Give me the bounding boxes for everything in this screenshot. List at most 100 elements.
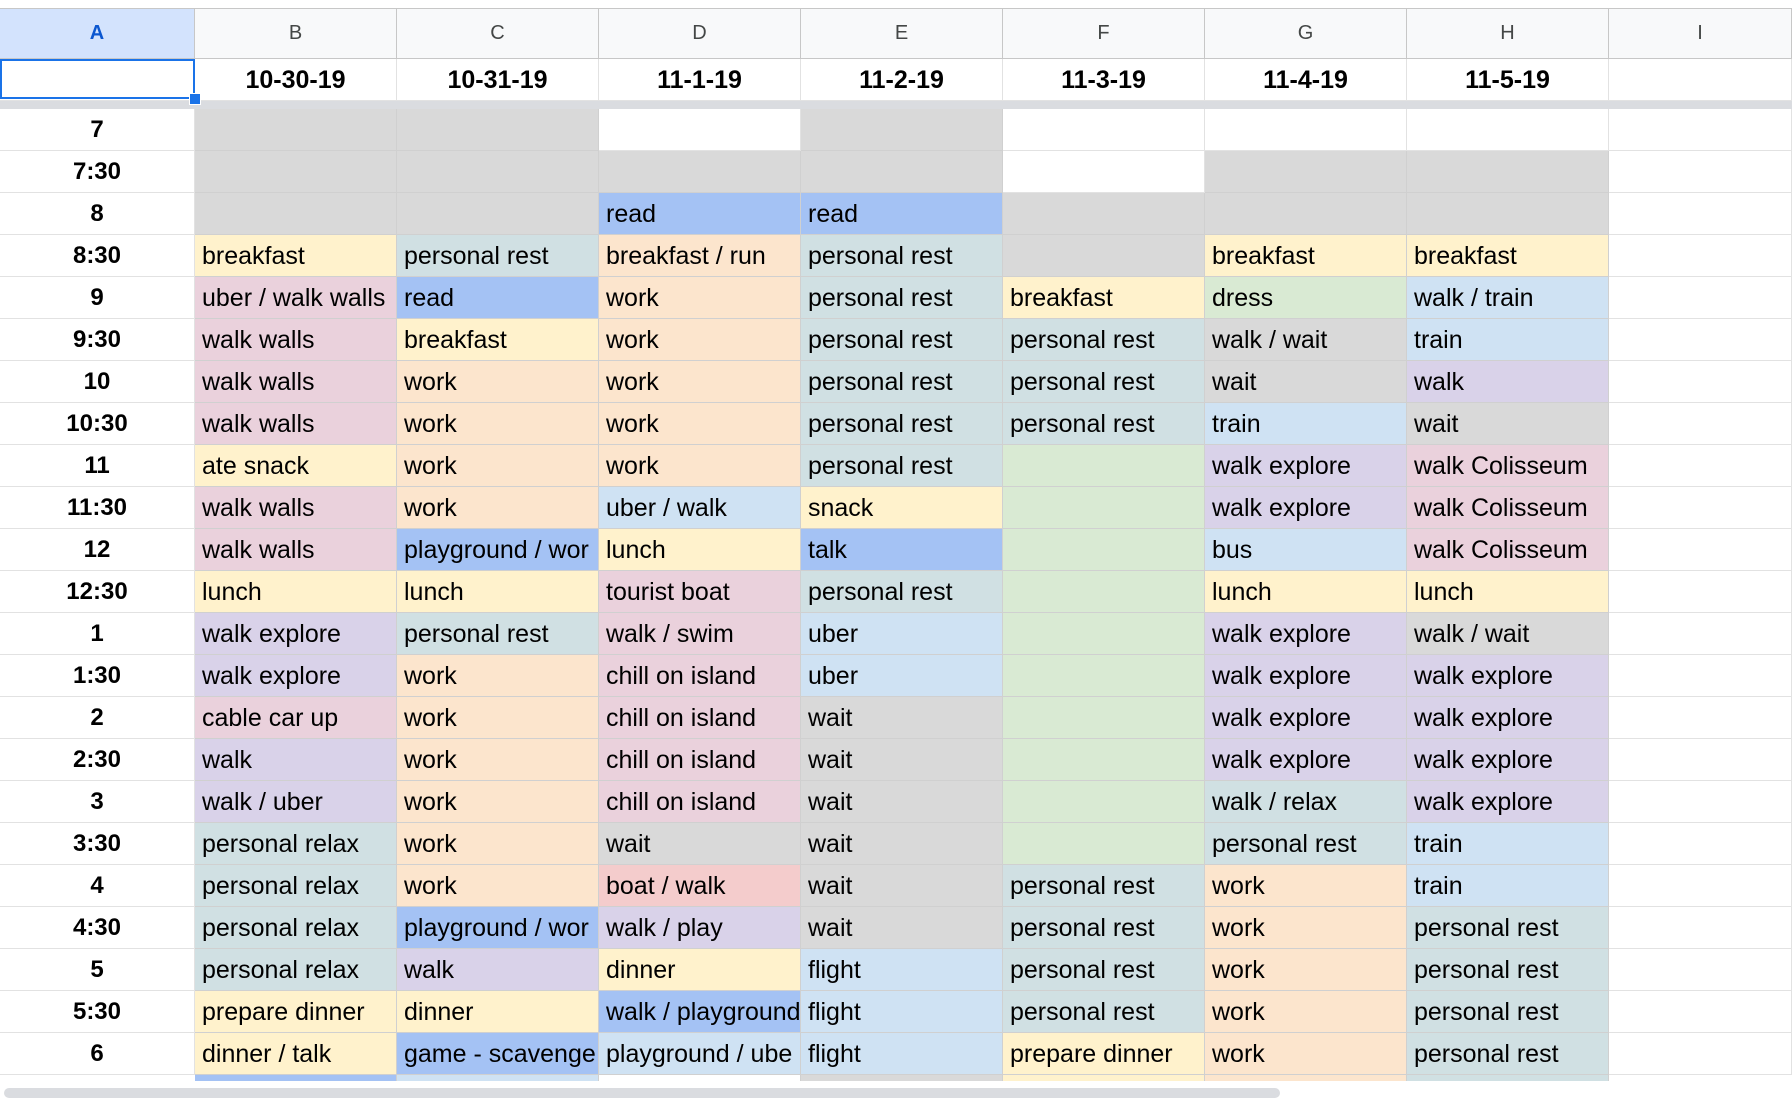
time-cell[interactable]: 8 <box>0 193 195 235</box>
activity-cell[interactable]: personal rest <box>1003 865 1205 907</box>
time-cell[interactable]: 11 <box>0 445 195 487</box>
activity-cell[interactable]: chill on island <box>599 697 801 739</box>
activity-cell[interactable]: dinner / talk <box>195 1033 397 1075</box>
fill-handle[interactable] <box>189 93 201 105</box>
date-header-cell[interactable]: 11-2-19 <box>801 59 1003 101</box>
activity-cell[interactable] <box>1407 109 1609 151</box>
activity-cell[interactable]: personal rest <box>1407 1033 1609 1075</box>
activity-cell[interactable] <box>801 1075 1003 1081</box>
activity-cell[interactable]: walk walls <box>195 361 397 403</box>
date-header-cell[interactable]: 11-4-19 <box>1205 59 1407 101</box>
activity-cell[interactable] <box>599 1075 801 1081</box>
time-cell[interactable]: 11:30 <box>0 487 195 529</box>
empty-header-cell[interactable] <box>1609 59 1792 101</box>
activity-cell[interactable]: wait <box>801 865 1003 907</box>
activity-cell[interactable]: personal rest <box>801 361 1003 403</box>
empty-cell[interactable] <box>1609 445 1792 487</box>
activity-cell[interactable]: flight <box>801 1033 1003 1075</box>
activity-cell[interactable] <box>1205 193 1407 235</box>
activity-cell[interactable]: personal relax <box>195 907 397 949</box>
activity-cell[interactable] <box>1003 655 1205 697</box>
horizontal-scrollbar-thumb[interactable] <box>4 1088 1280 1098</box>
column-header-g[interactable]: G <box>1205 9 1407 58</box>
column-header-e[interactable]: E <box>801 9 1003 58</box>
activity-cell[interactable] <box>397 193 599 235</box>
activity-cell[interactable]: walk walls <box>195 403 397 445</box>
date-header-cell[interactable]: 11-5-19 <box>1407 59 1609 101</box>
activity-cell[interactable]: work <box>397 361 599 403</box>
activity-cell[interactable]: walk explore <box>195 613 397 655</box>
activity-cell[interactable]: prepare dinner <box>195 991 397 1033</box>
activity-cell[interactable]: walk / wait <box>1205 319 1407 361</box>
activity-cell[interactable]: walk explore <box>195 655 397 697</box>
time-cell[interactable]: 7 <box>0 109 195 151</box>
activity-cell[interactable]: walk / play <box>599 907 801 949</box>
column-header-c[interactable]: C <box>397 9 599 58</box>
empty-cell[interactable] <box>1609 193 1792 235</box>
activity-cell[interactable]: walk / playground <box>599 991 801 1033</box>
activity-cell[interactable]: playground / ube <box>599 1033 801 1075</box>
activity-cell[interactable]: dinner <box>397 991 599 1033</box>
activity-cell[interactable]: walk explore <box>1205 445 1407 487</box>
activity-cell[interactable]: personal rest <box>1407 907 1609 949</box>
empty-cell[interactable] <box>1609 487 1792 529</box>
activity-cell[interactable]: lunch <box>1407 571 1609 613</box>
activity-cell[interactable]: lunch <box>1205 571 1407 613</box>
activity-cell[interactable]: uber <box>801 613 1003 655</box>
time-cell[interactable]: 10 <box>0 361 195 403</box>
activity-cell[interactable]: walk explore <box>1407 655 1609 697</box>
date-header-cell[interactable]: 10-30-19 <box>195 59 397 101</box>
activity-cell[interactable] <box>1003 193 1205 235</box>
activity-cell[interactable]: personal rest <box>1205 823 1407 865</box>
activity-cell[interactable]: work <box>1205 991 1407 1033</box>
time-cell[interactable]: 9:30 <box>0 319 195 361</box>
activity-cell[interactable]: wait <box>801 781 1003 823</box>
activity-cell[interactable]: bus <box>1205 529 1407 571</box>
activity-cell[interactable] <box>1003 739 1205 781</box>
time-cell[interactable]: 10:30 <box>0 403 195 445</box>
activity-cell[interactable]: wait <box>801 823 1003 865</box>
column-header-h[interactable]: H <box>1407 9 1609 58</box>
column-header-i[interactable]: I <box>1609 9 1792 58</box>
activity-cell[interactable] <box>1407 193 1609 235</box>
activity-cell[interactable]: walk explore <box>1205 697 1407 739</box>
activity-cell[interactable]: personal rest <box>1003 361 1205 403</box>
activity-cell[interactable] <box>1205 151 1407 193</box>
activity-cell[interactable]: wait <box>801 739 1003 781</box>
activity-cell[interactable] <box>397 1075 599 1081</box>
activity-cell[interactable]: dinner <box>599 949 801 991</box>
activity-cell[interactable]: lunch <box>599 529 801 571</box>
time-cell[interactable]: 4 <box>0 865 195 907</box>
activity-cell[interactable]: read <box>801 193 1003 235</box>
activity-cell[interactable]: flight <box>801 991 1003 1033</box>
activity-cell[interactable]: work <box>599 445 801 487</box>
activity-cell[interactable]: walk walls <box>195 319 397 361</box>
activity-cell[interactable] <box>195 151 397 193</box>
activity-cell[interactable]: snack <box>801 487 1003 529</box>
activity-cell[interactable] <box>195 193 397 235</box>
empty-cell[interactable] <box>1609 991 1792 1033</box>
activity-cell[interactable]: walk / relax <box>1205 781 1407 823</box>
activity-cell[interactable]: chill on island <box>599 739 801 781</box>
activity-cell[interactable]: personal rest <box>801 235 1003 277</box>
empty-cell[interactable] <box>1609 907 1792 949</box>
activity-cell[interactable]: work <box>1205 907 1407 949</box>
column-header-a[interactable]: A <box>0 9 195 58</box>
time-cell[interactable]: 1:30 <box>0 655 195 697</box>
activity-cell[interactable] <box>599 109 801 151</box>
activity-cell[interactable]: personal rest <box>397 235 599 277</box>
activity-cell[interactable]: wait <box>801 697 1003 739</box>
empty-cell[interactable] <box>1609 151 1792 193</box>
activity-cell[interactable]: read <box>599 193 801 235</box>
activity-cell[interactable]: walk Colisseum <box>1407 445 1609 487</box>
activity-cell[interactable]: playground / wor <box>397 529 599 571</box>
activity-cell[interactable]: personal rest <box>397 613 599 655</box>
time-cell[interactable]: 12:30 <box>0 571 195 613</box>
activity-cell[interactable]: walk walls <box>195 529 397 571</box>
empty-cell[interactable] <box>1609 655 1792 697</box>
time-cell[interactable]: 8:30 <box>0 235 195 277</box>
activity-cell[interactable]: work <box>397 823 599 865</box>
activity-cell[interactable] <box>1003 781 1205 823</box>
activity-cell[interactable] <box>397 109 599 151</box>
empty-cell[interactable] <box>1609 277 1792 319</box>
